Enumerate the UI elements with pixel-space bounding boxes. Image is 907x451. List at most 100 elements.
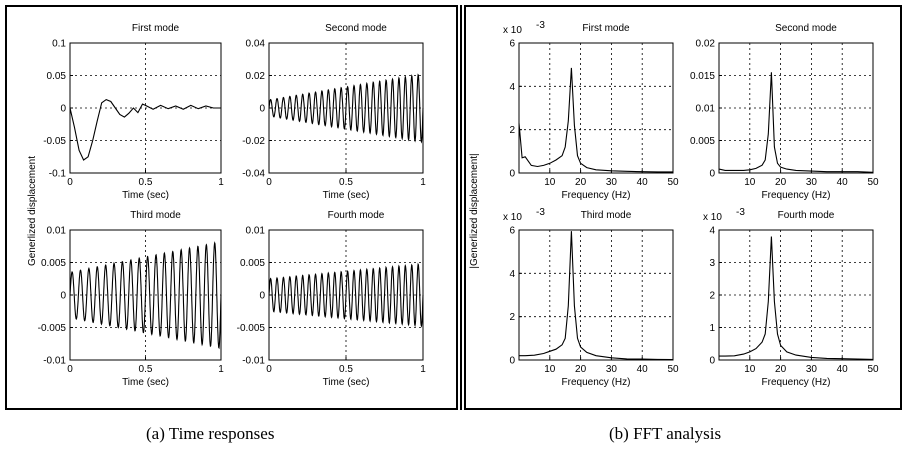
y-exponent-label: x 10 [503,212,522,223]
x-tick-label: 30 [806,177,818,188]
panel-a-ylabel: Generlized displacement [27,156,38,266]
subplot-title: Third mode [130,210,181,221]
subplot-p0-s0: 0 0.5 1 -0.1 -0.05 0 0.05 0.1 First mode Time (se… [43,23,224,201]
subplot-title: Third mode [581,210,632,221]
y-tick-label: -0.01 [43,356,66,367]
panel-b-ylabel: |Generlized displacement| [469,153,480,268]
subplot-title: First mode [582,23,630,34]
panel-b-frame [464,5,902,410]
x-tick-label: 0.5 [139,364,153,375]
x-tick-label: 1 [420,364,426,375]
data-line-p0-s0 [69,98,221,161]
subplot-title: Second mode [325,23,387,34]
x-tick-label: 0 [67,177,73,188]
y-exponent-power: -3 [536,207,545,218]
subplot-title: Fourth mode [778,210,835,221]
x-tick-label: 10 [544,364,556,375]
x-tick-label: 50 [667,177,679,188]
x-axis-label: Frequency (Hz) [562,377,631,388]
y-tick-label: 0.01 [246,226,266,237]
axes-box-p1-s2 [518,229,674,361]
x-tick-label: 0 [266,177,272,188]
y-tick-label: -0.05 [43,136,66,147]
y-tick-label: 6 [509,39,515,50]
data-line-p0-s2 [69,241,222,350]
x-tick-label: 0.5 [139,177,153,188]
y-tick-label: 0 [60,291,66,302]
x-tick-label: 10 [744,364,756,375]
x-axis-label: Time (sec) [122,377,169,388]
x-tick-label: 40 [837,364,849,375]
y-tick-label: 3 [709,258,715,269]
x-tick-label: 0.5 [339,177,353,188]
y-tick-label: 0.01 [696,104,716,115]
y-tick-label: 0.1 [52,39,66,50]
y-tick-label: 0.04 [246,39,266,50]
y-tick-label: 0.005 [240,258,265,269]
subplot-p1-s0: 10 20 30 40 50 0 2 4 6 First mode Frequency (Hz) x … [503,20,679,201]
data-line-p1-s0 [518,67,673,173]
x-tick-label: 40 [837,177,849,188]
y-tick-label: 1 [709,323,715,334]
y-tick-label: -0.005 [237,323,266,334]
y-tick-label: 0 [509,169,515,180]
y-tick-label: 4 [709,226,715,237]
y-tick-label: 4 [509,269,515,280]
subplot-p1-s3: 10 20 30 40 50 0 1 2 3 4 Fourth mode Frequency (Hz)… [703,207,879,388]
panel-a-frame [5,5,458,410]
axes-box-p1-s0 [518,42,674,174]
subplot-title: Second mode [775,23,837,34]
y-tick-label: 0 [709,356,715,367]
x-tick-label: 30 [606,177,618,188]
y-exponent-label: x 10 [703,212,722,223]
y-tick-label: 0.02 [696,39,716,50]
x-tick-label: 40 [637,364,649,375]
y-tick-label: -0.005 [38,323,67,334]
y-tick-label: 4 [509,82,515,93]
x-tick-label: 1 [218,364,224,375]
y-exponent-power: -3 [536,20,545,31]
x-axis-label: Frequency (Hz) [562,190,631,201]
x-tick-label: 30 [606,364,618,375]
data-line-p1-s3 [719,236,874,360]
x-tick-label: 0.5 [339,364,353,375]
x-tick-label: 20 [775,364,787,375]
x-tick-label: 50 [867,177,879,188]
y-tick-label: 0 [709,169,715,180]
y-tick-label: 6 [509,226,515,237]
y-tick-label: 0 [60,104,66,115]
subplot-p0-s1: 0 0.5 1 -0.04 -0.02 0 0.02 0.04 Second mode Time … [242,23,426,201]
subplot-p0-s3: 0 0.5 1 -0.01 -0.005 0 0.005 0.01 Fourth mode Tim… [237,210,427,388]
y-tick-label: -0.01 [242,356,265,367]
subplot-title: First mode [132,23,180,34]
data-line-p1-s2 [519,231,674,361]
x-tick-label: 1 [420,177,426,188]
y-tick-label: 0 [509,356,515,367]
caption-fft-analysis: (b) FFT analysis [609,424,722,443]
y-tick-label: 2 [509,312,515,323]
x-axis-label: Time (sec) [323,190,370,201]
x-tick-label: 0 [266,364,272,375]
y-tick-label: -0.02 [242,136,265,147]
data-line-p1-s1 [718,72,874,173]
x-tick-label: 40 [637,177,649,188]
x-axis-label: Frequency (Hz) [762,377,831,388]
y-tick-label: 0 [259,291,265,302]
y-tick-label: 0.005 [690,136,715,147]
subplot-title: Fourth mode [328,210,385,221]
y-exponent-label: x 10 [503,25,522,36]
x-tick-label: 10 [744,177,756,188]
y-tick-label: 0.015 [690,71,715,82]
x-tick-label: 50 [867,364,879,375]
caption-time-responses: (a) Time responses [146,424,275,443]
x-tick-label: 10 [544,177,556,188]
x-axis-label: Frequency (Hz) [762,190,831,201]
x-tick-label: 20 [575,364,587,375]
data-line-p0-s1 [268,73,424,144]
y-tick-label: -0.04 [242,169,265,180]
y-tick-label: 0.01 [47,226,67,237]
y-exponent-power: -3 [736,207,745,218]
y-tick-label: -0.1 [49,169,67,180]
y-tick-label: 0 [259,104,265,115]
x-tick-label: 20 [775,177,787,188]
